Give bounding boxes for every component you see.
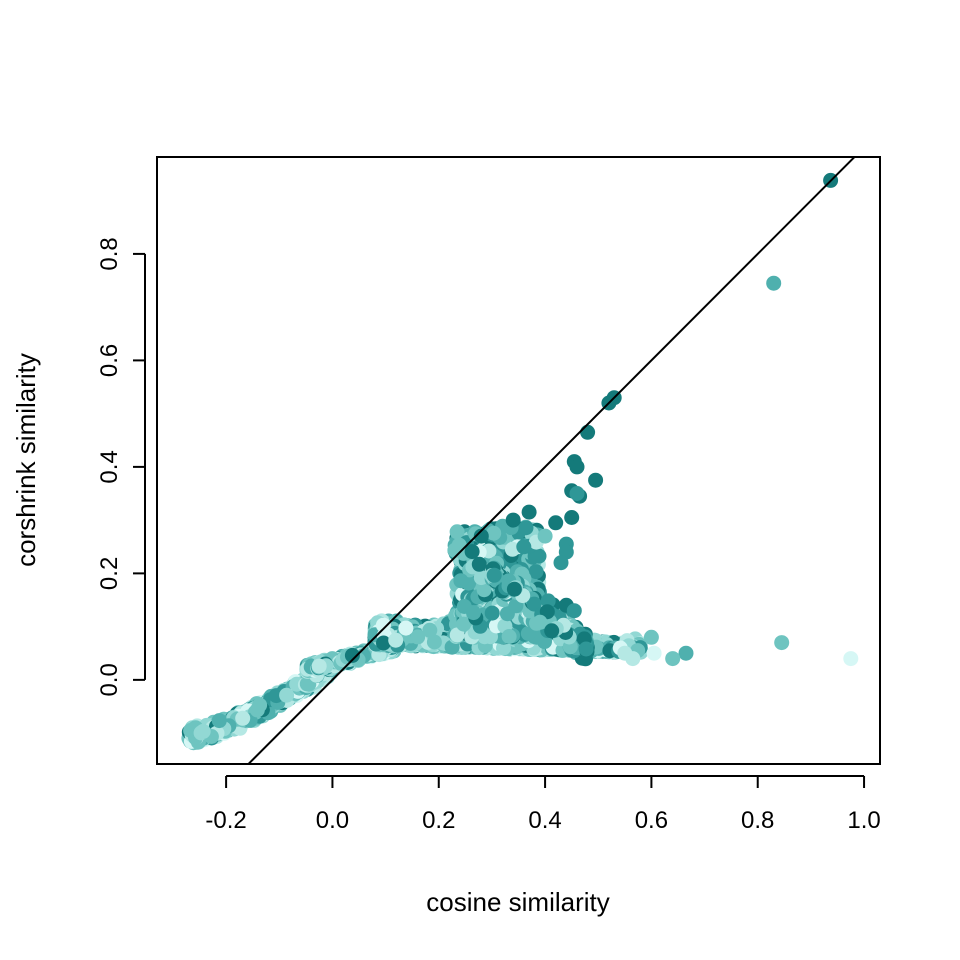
scatter-point <box>504 541 520 557</box>
scatter-point <box>486 525 502 541</box>
x-axis-title: cosine similarity <box>426 887 610 917</box>
scatter-point <box>617 645 633 661</box>
y-tick-label: 0.2 <box>96 557 123 590</box>
scatter-point <box>471 556 487 572</box>
scatter-point <box>548 515 564 531</box>
y-tick-label: 0.4 <box>96 450 123 483</box>
scatter-point <box>279 687 295 703</box>
scatter-point <box>496 640 511 656</box>
scatter-point <box>766 275 782 291</box>
scatter-point <box>526 596 542 612</box>
scatter-point <box>311 658 327 674</box>
points-layer <box>181 172 859 751</box>
x-tick-label: 0.2 <box>422 807 455 834</box>
scatter-point <box>376 635 391 651</box>
scatter-point <box>646 645 662 661</box>
scatter-point <box>344 647 360 663</box>
scatter-point <box>678 645 694 661</box>
scatter-point <box>569 486 585 501</box>
scatter-point <box>539 604 555 620</box>
reference-line <box>247 157 856 764</box>
plot-frame <box>156 156 881 765</box>
scatter-point <box>518 520 534 536</box>
x-tick-label: 0.8 <box>741 807 774 834</box>
scatter-point <box>466 605 481 621</box>
scatter-point <box>426 634 442 650</box>
x-tick-label: 0.4 <box>528 807 561 834</box>
scatter-point <box>528 564 544 580</box>
scatter-point <box>588 472 604 488</box>
scatter-point <box>422 622 438 638</box>
y-tick-label: 0.6 <box>96 344 123 377</box>
scatter-point <box>553 555 569 571</box>
scatter-point <box>195 723 211 739</box>
x-tick-label: 0.6 <box>635 807 668 834</box>
scatter-point <box>449 627 465 643</box>
scatter-point <box>235 710 251 726</box>
scatter-point <box>410 629 426 645</box>
x-tick-label: 0.0 <box>316 807 349 834</box>
scatter-point <box>843 651 859 667</box>
scatter-point <box>473 528 489 544</box>
x-tick-label: -0.2 <box>205 807 246 834</box>
scatter-point <box>774 635 790 651</box>
scatter-point <box>249 702 265 718</box>
scatter-point <box>476 582 492 598</box>
scatter-point <box>453 573 469 589</box>
scatter-point <box>564 510 580 525</box>
scatter-point <box>486 567 502 583</box>
y-tick-label: 0.8 <box>96 237 123 270</box>
scatter-point <box>464 544 480 560</box>
scatter-point <box>449 524 465 540</box>
scatter-point <box>211 713 227 729</box>
scatter-point <box>505 512 521 528</box>
scatter-point <box>521 504 537 520</box>
scatter-point <box>516 539 532 555</box>
y-tick-label: 0.0 <box>96 663 123 696</box>
scatter-point <box>520 626 536 641</box>
scatter-point <box>665 651 681 667</box>
scatter-point <box>506 581 522 597</box>
scatter-point <box>569 459 585 475</box>
scatter-point <box>643 629 659 645</box>
scatter-point <box>540 593 556 609</box>
scatter-point <box>484 605 500 621</box>
scatter-point <box>388 632 404 648</box>
scatter-point <box>544 623 560 639</box>
scatter-point <box>532 614 548 630</box>
scatter-point <box>398 620 414 636</box>
scatter-point <box>566 603 582 619</box>
x-tick-label: 1.0 <box>847 807 880 834</box>
scatter-point <box>456 616 472 632</box>
scatter-point <box>580 424 596 440</box>
scatter-point <box>501 629 517 644</box>
scatter-point <box>537 528 553 544</box>
scatter-point <box>578 641 594 657</box>
axes-layer: -0.2 0.0 0.2 0.4 0.6 0.8 1.0 0.0 0.2 0.4 0.6 0.8 <box>96 237 881 834</box>
y-axis-title: corshrink similarity <box>11 353 41 567</box>
